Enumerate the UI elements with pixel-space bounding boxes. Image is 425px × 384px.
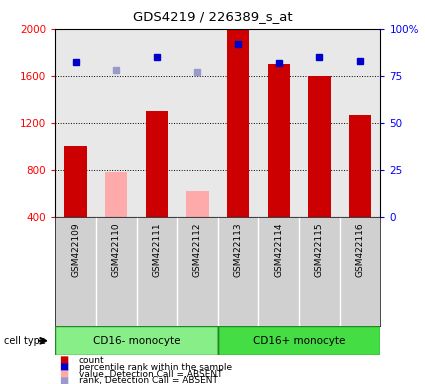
Bar [308,76,331,217]
Bar [268,64,290,217]
Text: rank, Detection Call = ABSENT: rank, Detection Call = ABSENT [79,376,218,384]
Bar [65,146,87,217]
Text: GSM422112: GSM422112 [193,222,202,277]
Text: GSM422115: GSM422115 [315,222,324,277]
Text: GDS4219 / 226389_s_at: GDS4219 / 226389_s_at [133,10,292,23]
Text: GSM422113: GSM422113 [234,222,243,277]
Bar [227,29,249,217]
Bar [186,191,209,217]
Text: GSM422114: GSM422114 [274,222,283,277]
Text: percentile rank within the sample: percentile rank within the sample [79,362,232,372]
Text: cell type: cell type [4,336,46,346]
Text: CD16- monocyte: CD16- monocyte [93,336,180,346]
Text: count: count [79,356,104,365]
Text: GSM422116: GSM422116 [356,222,365,277]
Text: GSM422110: GSM422110 [112,222,121,277]
Text: GSM422111: GSM422111 [152,222,162,277]
Text: ■: ■ [60,376,69,384]
Text: ■: ■ [60,355,69,365]
Text: CD16+ monocyte: CD16+ monocyte [253,336,345,346]
Text: value, Detection Call = ABSENT: value, Detection Call = ABSENT [79,369,222,379]
Bar [105,172,127,217]
Bar [55,326,218,355]
Text: ■: ■ [60,369,69,379]
Text: GSM422109: GSM422109 [71,222,80,277]
Bar [146,111,168,217]
Bar [218,326,380,355]
Bar [349,115,371,217]
Text: ■: ■ [60,362,69,372]
